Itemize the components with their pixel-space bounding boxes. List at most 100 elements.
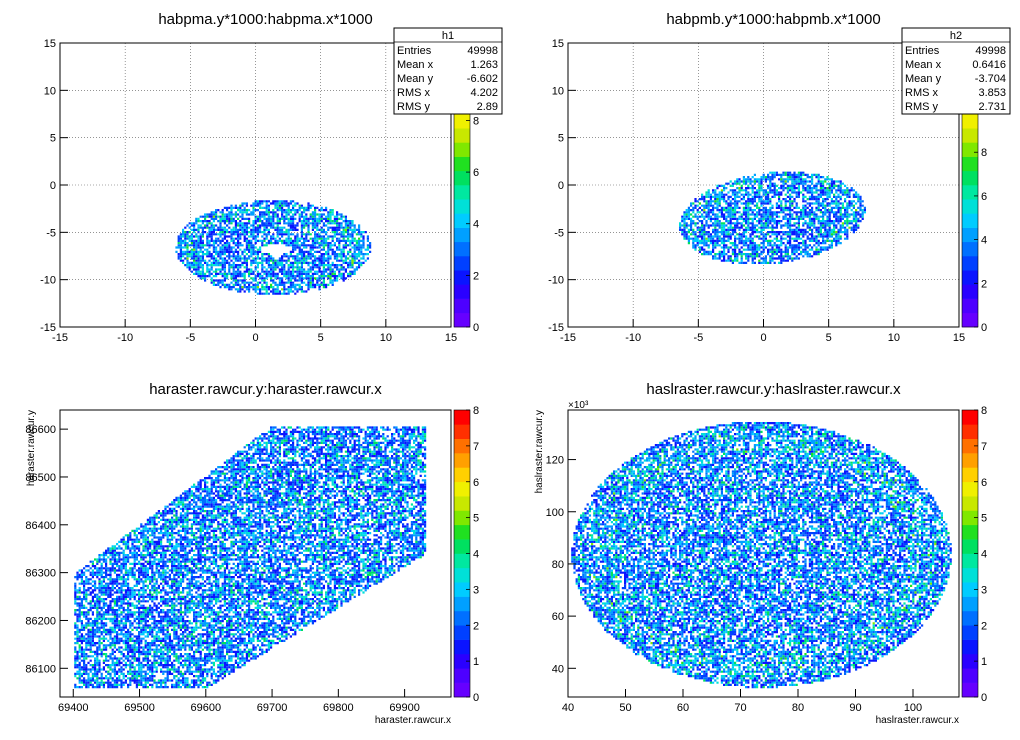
color-scale-band [962, 241, 978, 257]
x-tick-label: -5 [185, 332, 195, 344]
x-tick-label: 69900 [389, 702, 420, 714]
z-tick-label: 2 [473, 620, 479, 632]
x-tick-label: 60 [677, 702, 689, 714]
heatmap-cells [175, 200, 372, 295]
color-scale-band [962, 438, 978, 454]
stats-label: RMS y [397, 101, 431, 113]
color-scale-band [454, 227, 470, 243]
color-scale-band [454, 185, 470, 200]
heatmap-fill [681, 173, 866, 264]
heatmap-fill [681, 171, 866, 264]
x-tick-label: 0 [252, 332, 258, 344]
x-tick-label: -5 [693, 332, 703, 344]
stats-value: 3.853 [978, 87, 1006, 99]
color-scale-band [962, 610, 978, 626]
color-scale-band [454, 114, 470, 129]
y-tick-label: 86300 [25, 568, 56, 580]
y-tick-label: 86600 [25, 424, 56, 436]
color-scale-band [454, 453, 470, 468]
stats-value: 49998 [467, 45, 498, 57]
y-tick-label: -5 [554, 227, 564, 239]
color-scale-band [454, 256, 470, 271]
heatmap-fill [177, 200, 372, 295]
color-scale: 0 1 2 3 4 5 6 7 8 [961, 405, 987, 704]
color-scale-band [454, 481, 470, 497]
y-tick-label: 5 [558, 133, 564, 145]
z-tick-label: 4 [981, 235, 987, 247]
stats-name: h2 [950, 30, 962, 42]
z-tick-label: 0 [981, 322, 987, 334]
y-tick-label: -15 [548, 322, 564, 334]
color-scale-band [454, 625, 470, 640]
chart-title: habpma.y*1000:habpma.x*1000 [158, 11, 372, 28]
x-tick-label: 90 [849, 702, 861, 714]
z-tick-label: 3 [473, 584, 479, 596]
x-tick-label: 5 [318, 332, 324, 344]
color-scale-band [962, 142, 978, 157]
z-tick-label: 5 [473, 513, 479, 525]
y-tick-label: 86500 [25, 472, 56, 484]
y-tick-label: 86400 [25, 520, 56, 532]
plot-frame [567, 409, 960, 698]
z-tick-label: 8 [981, 405, 987, 417]
x-tick-label: 69700 [257, 702, 288, 714]
stats-value: -3.704 [975, 73, 1006, 85]
color-scale-band [454, 410, 470, 425]
z-tick-label: 8 [473, 405, 479, 417]
color-scale-band [454, 156, 470, 172]
x-tick-label: 100 [904, 702, 922, 714]
color-scale-band [962, 553, 978, 569]
color-scale-band [454, 199, 470, 214]
x-tick-label: 5 [826, 332, 832, 344]
heatmap-fill [74, 426, 427, 689]
stats-name: h1 [442, 30, 454, 42]
z-tick-label: 8 [473, 115, 479, 127]
color-scale-band [454, 553, 470, 569]
color-scale-band [962, 156, 978, 172]
z-tick-label: 3 [981, 584, 987, 596]
y-tick-label: 100 [546, 507, 564, 519]
x-tick-label: 50 [619, 702, 631, 714]
color-scale-band [962, 312, 978, 328]
z-tick-label: 2 [473, 270, 479, 282]
color-scale-band [454, 496, 470, 511]
color-scale-band [962, 185, 978, 200]
color-scale-band [962, 596, 978, 612]
stats-value: 2.731 [978, 101, 1006, 113]
heatmap-fill [74, 426, 427, 689]
z-tick-label: 1 [473, 656, 479, 668]
chart-pad-3: haraster.rawcur.y:haraster.rawcur.x 69400… [25, 381, 479, 726]
stats-label: Mean x [905, 59, 942, 71]
color-scale-band [962, 199, 978, 214]
heatmap-cells [74, 426, 427, 689]
color-scale-band [962, 227, 978, 243]
color-scale-band [962, 668, 978, 683]
stats-value: -6.602 [467, 73, 498, 85]
z-tick-label: 6 [473, 167, 479, 179]
color-scale-band [962, 256, 978, 271]
z-tick-label: 2 [981, 278, 987, 290]
heatmap-fill [571, 422, 952, 689]
color-scale-band [962, 510, 978, 526]
y-tick-label: 86200 [25, 615, 56, 627]
heatmap-fill [74, 426, 427, 689]
stats-label: RMS y [905, 101, 939, 113]
x-tick-label: -15 [560, 332, 576, 344]
z-tick-label: 7 [473, 441, 479, 453]
color-scale-band [962, 481, 978, 497]
stats-label: Mean y [905, 73, 942, 85]
color-scale-band [454, 596, 470, 612]
chart-title: haraster.rawcur.y:haraster.rawcur.x [149, 381, 382, 398]
heatmap-fill [177, 200, 367, 295]
heatmap-fill [679, 171, 862, 264]
color-scale-band [454, 682, 470, 698]
color-scale-band [454, 128, 470, 143]
stats-label: Entries [397, 45, 432, 57]
z-tick-label: 0 [981, 692, 987, 704]
x-tick-label: 40 [562, 702, 574, 714]
color-scale-band [962, 424, 978, 439]
y-tick-label: 40 [552, 663, 564, 675]
z-tick-label: 6 [981, 191, 987, 203]
stats-box: h1 Entries 49998 Mean x 1.263 Mean y -6.602 RMS… [393, 27, 503, 115]
